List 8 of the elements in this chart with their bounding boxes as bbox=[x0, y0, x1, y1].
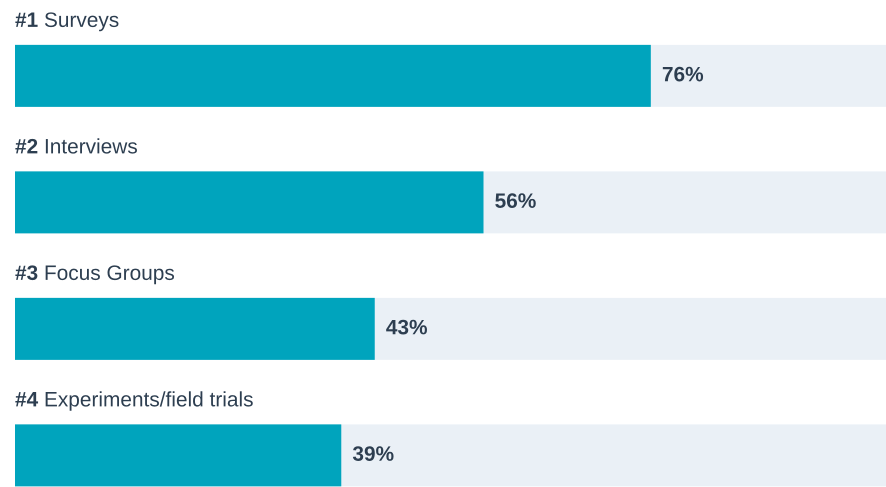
data-label: 56% bbox=[495, 193, 536, 208]
data-label: 76% bbox=[662, 66, 704, 82]
y-tick-label: #2 Interviews bbox=[15, 138, 137, 154]
y-tick-label: #4 Experiments/field trials bbox=[15, 391, 253, 411]
data-label: 43% bbox=[386, 320, 428, 335]
y-tick-label: #3 Focus Groups bbox=[15, 265, 174, 284]
y-tick-label: #1 Surveys bbox=[15, 12, 118, 32]
data-label: 39% bbox=[352, 446, 394, 461]
